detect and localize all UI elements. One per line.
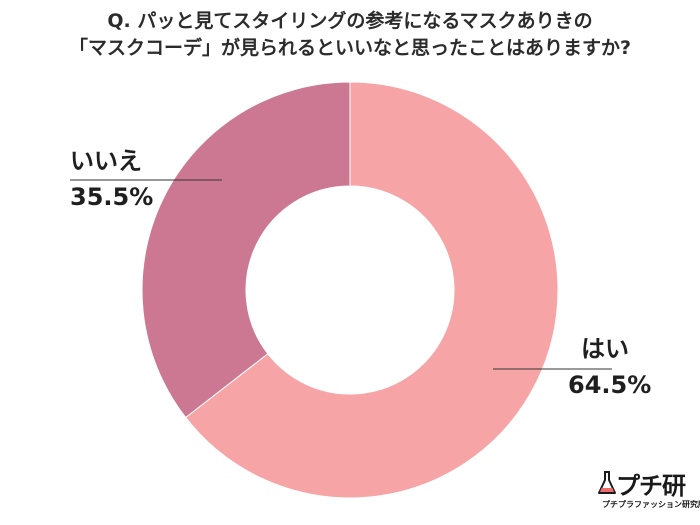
slice-value-no: 35.5% (70, 183, 153, 211)
slice-yes (184, 81, 559, 499)
chart-title-line-1: Q. パッと見てスタイリングの参考になるマスクありきの (107, 10, 593, 32)
chart-title-line-2: 「マスクコーデ」が見られるといいなと思ったことはありますか? (68, 37, 632, 59)
slice-value-yes: 64.5% (568, 371, 651, 399)
slice-label-yes: はい (581, 335, 629, 363)
slice-label-no: いいえ (70, 147, 142, 175)
logo-subtitle: プチプラファッション研究所 (602, 500, 700, 509)
brand-logo: プチ研 プチプラファッション研究所 (598, 466, 700, 518)
flask-icon (598, 471, 616, 494)
chart-title: Q. パッと見てスタイリングの参考になるマスクありきの 「マスクコーデ」が見られ… (0, 8, 700, 62)
slice-no (141, 81, 351, 419)
logo-name: プチ研 (616, 472, 686, 500)
